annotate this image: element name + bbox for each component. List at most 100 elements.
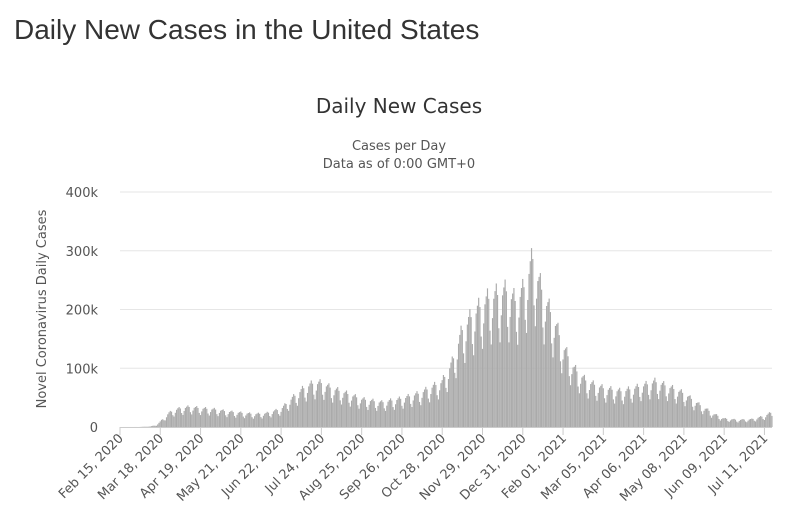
bar: [468, 316, 470, 427]
bar: [640, 401, 642, 427]
bar: [232, 412, 234, 427]
bar: [345, 390, 348, 427]
bar: [437, 399, 439, 427]
bar: [283, 405, 285, 427]
bar: [573, 366, 575, 427]
bar: [329, 387, 331, 427]
bar: [293, 394, 295, 427]
bar: [770, 412, 772, 427]
bar: [299, 392, 301, 427]
bar: [245, 415, 247, 427]
bar: [225, 415, 227, 427]
bar: [339, 400, 341, 427]
bar: [238, 412, 241, 427]
bar: [464, 362, 466, 427]
bar: [499, 342, 501, 427]
bar: [349, 406, 351, 427]
bar: [398, 396, 400, 427]
bar: [621, 400, 623, 427]
bar: [387, 401, 389, 427]
bar: [478, 297, 480, 427]
bar: [257, 412, 259, 427]
bar: [374, 407, 377, 427]
bar: [530, 248, 533, 427]
bar: [634, 388, 636, 427]
bar: [580, 383, 582, 427]
bar: [338, 390, 340, 427]
y-tick-label: 0: [90, 421, 98, 436]
bar: [256, 413, 258, 427]
bar: [731, 419, 733, 427]
bar: [523, 287, 525, 427]
y-axis-ticks: 0 100k 200k 300k 400k: [66, 186, 99, 436]
bar: [766, 414, 768, 427]
bar: [653, 380, 655, 427]
bar: [230, 411, 232, 427]
bar: [155, 425, 158, 427]
bar: [626, 388, 628, 427]
bar: [585, 380, 587, 427]
bar: [313, 394, 315, 427]
bar: [212, 408, 214, 427]
page-title: Daily New Cases in the United States: [14, 14, 480, 45]
chart-subtitle-line: Cases per Day: [352, 139, 446, 154]
bar: [518, 317, 520, 427]
bar: [240, 411, 242, 427]
bar: [712, 415, 714, 427]
bar: [382, 402, 384, 427]
bar: [760, 416, 762, 427]
bar: [291, 396, 293, 427]
bar: [532, 258, 534, 427]
chart-title: Daily New Cases: [316, 94, 482, 118]
bar: [625, 391, 627, 427]
bar: [441, 380, 443, 427]
bar: [758, 416, 760, 427]
bar: [222, 409, 224, 428]
bar: [522, 278, 524, 427]
bar: [368, 404, 370, 427]
bar: [444, 376, 446, 427]
bar: [223, 411, 225, 427]
bar: [218, 412, 220, 427]
bar: [275, 408, 277, 427]
bar: [546, 305, 548, 427]
bar: [632, 394, 635, 427]
bar: [460, 325, 462, 427]
bar: [408, 396, 411, 427]
bar: [549, 312, 551, 427]
bar: [296, 405, 299, 427]
bar: [552, 357, 554, 427]
bar: [587, 398, 589, 427]
bar: [733, 418, 735, 427]
bar: [544, 321, 546, 427]
bar: [246, 413, 248, 427]
bar: [475, 313, 477, 427]
chart-subtitle-line: Data as of 0:00 GMT+0: [323, 157, 475, 172]
bar: [270, 417, 272, 427]
bar: [289, 404, 291, 427]
bar: [318, 381, 320, 427]
bar: [335, 388, 338, 427]
bar: [562, 359, 564, 427]
bar: [673, 389, 675, 427]
bar: [440, 383, 442, 427]
bar: [332, 402, 334, 427]
bar: [362, 398, 364, 427]
bar: [172, 415, 174, 427]
bar: [310, 380, 312, 427]
bar: [262, 415, 265, 427]
bar: [495, 283, 497, 427]
bar: [153, 425, 155, 427]
bar: [267, 412, 270, 427]
bar: [255, 414, 257, 427]
bar: [692, 406, 694, 427]
bar: [259, 413, 261, 427]
bar: [602, 388, 604, 427]
bar: [490, 344, 492, 427]
bar: [202, 408, 204, 427]
bar: [485, 296, 487, 427]
bar: [149, 426, 151, 427]
bar: [251, 417, 253, 427]
bar: [590, 384, 592, 427]
bar: [705, 408, 708, 427]
